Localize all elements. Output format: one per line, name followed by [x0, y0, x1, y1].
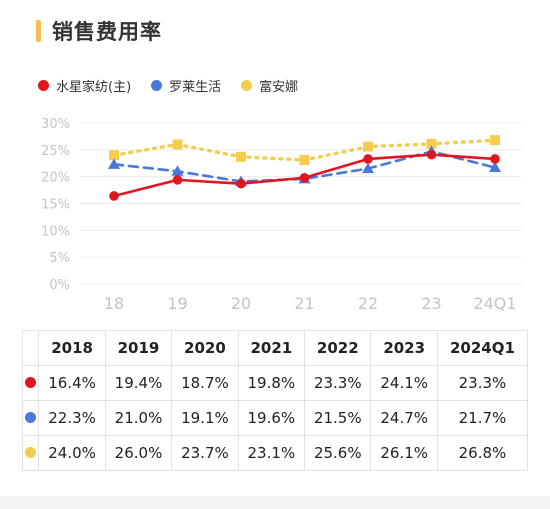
row-marker-cell [21, 400, 40, 436]
x-tick-label: 19 [167, 294, 187, 313]
data-point-series-1 [109, 191, 119, 201]
row-dot-series-1 [25, 377, 37, 388]
legend-label-series-1: 水星家纺(主) [56, 80, 132, 95]
table-cell: 25.6% [304, 435, 372, 471]
y-tick-label: 30% [41, 117, 70, 132]
x-tick-label: 21 [294, 294, 314, 313]
y-tick-label: 10% [41, 224, 70, 239]
table-row: 24.0% 26.0% 23.7% 23.1% 25.6% 26.1% 26.8… [21, 435, 529, 471]
chart-legend: 水星家纺(主) 罗莱生活 富安娜 [38, 76, 318, 95]
table-cell: 19.1% [171, 400, 239, 436]
data-point-series-2 [108, 158, 120, 169]
table-cell: 21.5% [304, 400, 372, 436]
legend-item-series-2: 罗莱生活 [151, 76, 221, 95]
table-header-cell: 2021 [237, 330, 306, 366]
x-tick-label: 20 [231, 294, 251, 313]
legend-item-series-1: 水星家纺(主) [38, 76, 131, 95]
table-cell: 24.1% [370, 365, 438, 401]
table-cell: 23.3% [436, 365, 529, 401]
table-header-cell: 2022 [304, 330, 372, 366]
table-cell: 19.4% [104, 365, 173, 401]
data-point-series-3 [426, 138, 437, 149]
row-marker-cell [21, 365, 40, 401]
y-tick-label: 5% [49, 251, 70, 266]
table-header-cell [21, 330, 40, 366]
table-header-cell: 2020 [171, 330, 239, 366]
legend-dot-series-2 [151, 80, 163, 91]
y-tick-label: 25% [41, 144, 70, 159]
legend-label-series-3: 富安娜 [259, 80, 299, 95]
table-cell: 26.8% [436, 435, 529, 471]
table-cell: 22.3% [38, 400, 106, 436]
table-cell: 24.7% [370, 400, 438, 436]
table-cell: 26.1% [370, 435, 438, 471]
legend-label-series-2: 罗莱生活 [169, 80, 222, 95]
table-cell: 23.7% [171, 435, 239, 471]
table-header-cell: 2019 [104, 330, 173, 366]
table-cell: 19.8% [237, 365, 306, 401]
table-header-cell: 2024Q1 [436, 330, 529, 366]
data-point-series-3 [236, 151, 246, 162]
page-title: 销售费用率 [52, 20, 162, 44]
line-chart: 0% 5% 10% 15% 20% 25% 30% 18 19 20 21 22 23 24Q1 [41, 117, 522, 313]
table-cell: 23.1% [237, 435, 306, 471]
data-point-series-1 [299, 172, 310, 183]
table-cell: 26.0% [104, 435, 173, 471]
table-cell: 19.6% [237, 400, 306, 436]
data-point-series-3 [172, 139, 183, 150]
table-header-row: 2018 2019 2020 2021 2022 2023 2024Q1 [21, 330, 529, 366]
x-tick-label: 18 [104, 294, 124, 313]
table-row: 22.3% 21.0% 19.1% 19.6% 21.5% 24.7% 21.7… [21, 400, 529, 436]
y-tick-label: 20% [41, 171, 70, 186]
data-point-series-2 [362, 162, 374, 174]
table-header-cell: 2018 [38, 330, 106, 366]
data-point-series-2 [489, 161, 501, 173]
table-cell: 24.0% [38, 435, 106, 471]
data-point-series-3 [109, 150, 119, 161]
row-dot-series-2 [25, 412, 37, 423]
legend-dot-series-1 [38, 80, 49, 91]
x-tick-label: 24Q1 [473, 294, 516, 313]
data-point-series-2 [171, 165, 184, 176]
table-cell: 21.7% [436, 400, 529, 436]
data-point-series-3 [299, 155, 310, 166]
title-accent-bar [36, 20, 41, 42]
table-cell: 21.0% [104, 400, 173, 436]
legend-item-series-3: 富安娜 [241, 76, 298, 95]
data-point-series-1 [172, 175, 183, 185]
row-dot-series-3 [25, 447, 37, 458]
data-point-series-1 [236, 178, 246, 189]
data-point-series-1 [426, 149, 437, 160]
table-cell: 18.7% [171, 365, 239, 401]
y-tick-label: 0% [49, 278, 70, 293]
data-point-series-1 [490, 154, 500, 164]
data-point-series-1 [363, 154, 373, 164]
x-tick-label: 22 [358, 294, 378, 313]
data-point-series-3 [490, 135, 500, 146]
y-tick-label: 15% [41, 198, 70, 213]
x-tick-label: 23 [421, 294, 441, 313]
table-header-cell: 2023 [370, 330, 438, 366]
table-cell: 23.3% [304, 365, 372, 401]
footer-strip [0, 496, 550, 509]
table-row: 16.4% 19.4% 18.7% 19.8% 23.3% 24.1% 23.3… [21, 365, 529, 401]
row-marker-cell [21, 435, 40, 471]
legend-dot-series-3 [241, 80, 253, 91]
data-point-series-3 [363, 141, 373, 152]
data-table: 2018 2019 2020 2021 2022 2023 2024Q1 16.… [21, 330, 529, 471]
table-cell: 16.4% [38, 365, 106, 401]
